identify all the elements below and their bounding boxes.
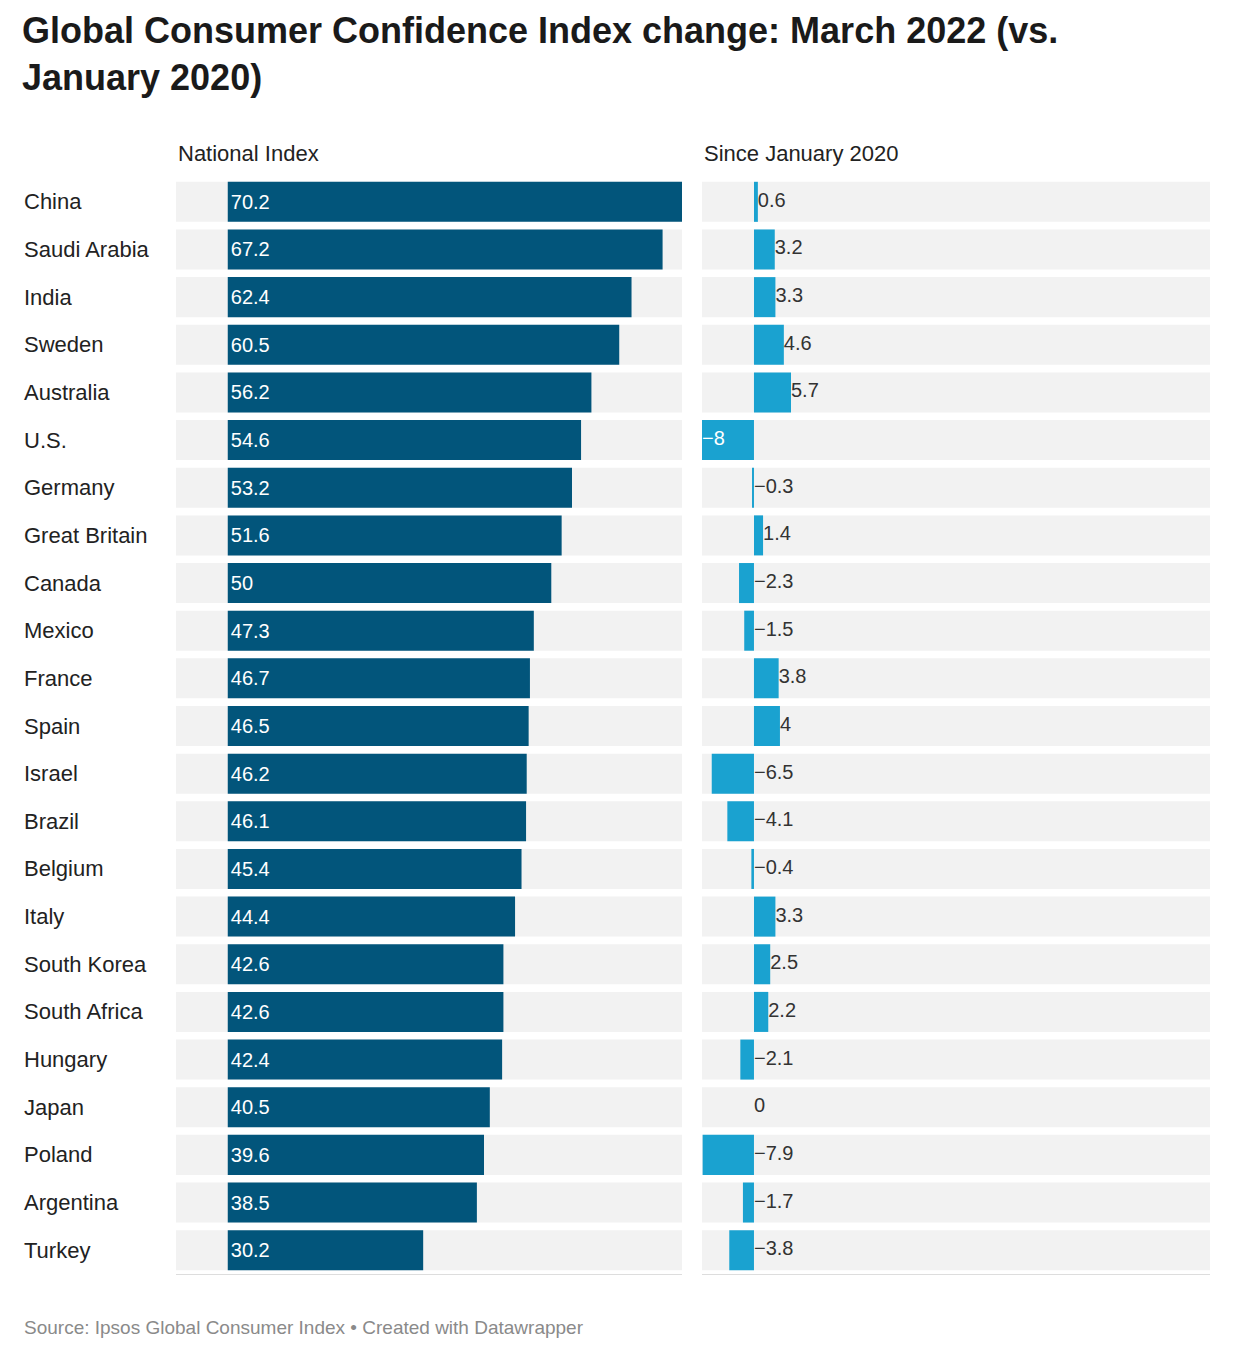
svg-text:Global Consumer Confidence Ind: Global Consumer Confidence Index change:… (22, 10, 1058, 98)
svg-text:Great Britain: Great Britain (24, 523, 148, 548)
svg-text:51.6: 51.6 (231, 524, 270, 546)
svg-text:45.4: 45.4 (231, 858, 270, 880)
svg-text:Since January 2020: Since January 2020 (704, 141, 898, 166)
svg-text:South Korea: South Korea (24, 952, 147, 977)
svg-text:30.2: 30.2 (231, 1239, 270, 1261)
svg-text:4.6: 4.6 (784, 332, 812, 354)
svg-text:4: 4 (780, 713, 791, 735)
svg-text:60.5: 60.5 (231, 334, 270, 356)
svg-text:−7.9: −7.9 (754, 1142, 793, 1164)
svg-text:39.6: 39.6 (231, 1144, 270, 1166)
svg-text:Mexico: Mexico (24, 618, 94, 643)
svg-text:0.6: 0.6 (758, 189, 786, 211)
svg-text:−0.3: −0.3 (754, 475, 793, 497)
svg-text:U.S.: U.S. (24, 428, 67, 453)
svg-text:42.6: 42.6 (231, 1001, 270, 1023)
svg-text:Canada: Canada (24, 571, 102, 596)
svg-text:Australia: Australia (24, 380, 110, 405)
svg-text:Turkey: Turkey (24, 1238, 90, 1263)
svg-text:46.7: 46.7 (231, 667, 270, 689)
svg-text:National Index: National Index (178, 141, 319, 166)
svg-text:44.4: 44.4 (231, 906, 270, 928)
svg-text:Belgium: Belgium (24, 856, 103, 881)
svg-text:50: 50 (231, 572, 253, 594)
svg-text:38.5: 38.5 (231, 1192, 270, 1214)
svg-text:67.2: 67.2 (231, 238, 270, 260)
svg-text:France: France (24, 666, 92, 691)
svg-text:70.2: 70.2 (231, 191, 270, 213)
svg-text:−1.7: −1.7 (754, 1190, 793, 1212)
svg-text:3.3: 3.3 (775, 904, 803, 926)
svg-text:47.3: 47.3 (231, 620, 270, 642)
svg-text:−2.1: −2.1 (754, 1047, 793, 1069)
svg-text:South Africa: South Africa (24, 999, 143, 1024)
svg-text:2.5: 2.5 (770, 951, 798, 973)
svg-text:46.1: 46.1 (231, 810, 270, 832)
svg-text:−2.3: −2.3 (754, 570, 793, 592)
svg-text:56.2: 56.2 (231, 381, 270, 403)
svg-text:3.8: 3.8 (779, 665, 807, 687)
svg-text:China: China (24, 189, 82, 214)
svg-text:3.3: 3.3 (775, 284, 803, 306)
svg-text:0: 0 (754, 1094, 765, 1116)
svg-text:46.2: 46.2 (231, 763, 270, 785)
svg-text:Saudi Arabia: Saudi Arabia (24, 237, 150, 262)
svg-text:India: India (24, 285, 72, 310)
svg-text:Source: Ipsos Global Consumer: Source: Ipsos Global Consumer Index • Cr… (24, 1317, 584, 1338)
svg-text:42.6: 42.6 (231, 953, 270, 975)
svg-text:3.2: 3.2 (775, 236, 803, 258)
svg-text:Japan: Japan (24, 1095, 84, 1120)
svg-text:5.7: 5.7 (791, 379, 819, 401)
svg-text:Poland: Poland (24, 1142, 93, 1167)
svg-text:−4.1: −4.1 (754, 808, 793, 830)
svg-text:42.4: 42.4 (231, 1049, 270, 1071)
svg-text:2.2: 2.2 (768, 999, 796, 1021)
svg-text:Sweden: Sweden (24, 332, 104, 357)
svg-text:−6.5: −6.5 (754, 761, 793, 783)
svg-text:53.2: 53.2 (231, 477, 270, 499)
svg-text:Germany: Germany (24, 475, 114, 500)
svg-text:Argentina: Argentina (24, 1190, 119, 1215)
svg-text:54.6: 54.6 (231, 429, 270, 451)
svg-text:62.4: 62.4 (231, 286, 270, 308)
svg-text:Israel: Israel (24, 761, 78, 786)
svg-text:46.5: 46.5 (231, 715, 270, 737)
svg-text:Hungary: Hungary (24, 1047, 107, 1072)
svg-text:1.4: 1.4 (763, 522, 791, 544)
svg-text:Brazil: Brazil (24, 809, 79, 834)
svg-text:−3.8: −3.8 (754, 1237, 793, 1259)
svg-text:Spain: Spain (24, 714, 80, 739)
svg-text:−0.4: −0.4 (754, 856, 793, 878)
svg-text:Italy: Italy (24, 904, 64, 929)
svg-text:−1.5: −1.5 (754, 618, 793, 640)
svg-text:−8: −8 (702, 427, 725, 449)
svg-text:40.5: 40.5 (231, 1096, 270, 1118)
